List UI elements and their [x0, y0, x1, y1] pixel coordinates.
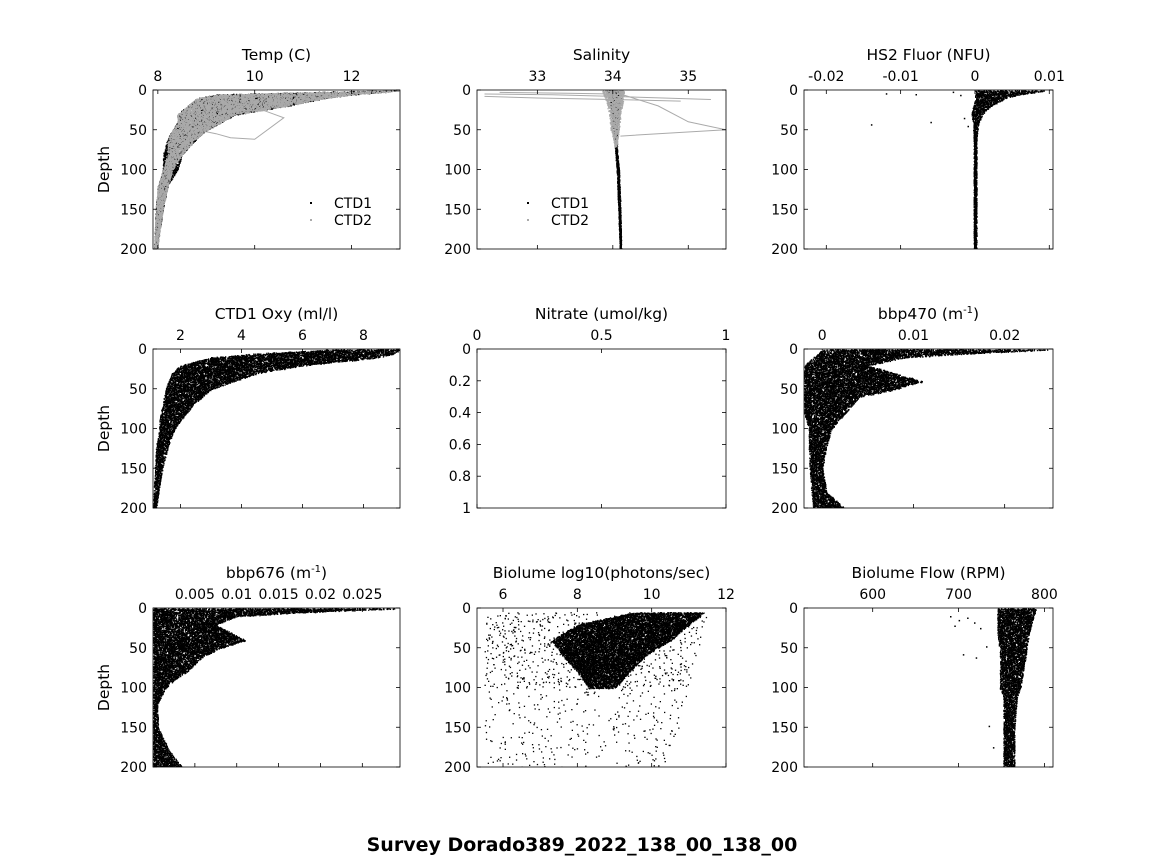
data-point [243, 113, 244, 114]
data-point [293, 104, 294, 105]
data-point [271, 109, 272, 110]
data-point [238, 114, 239, 115]
